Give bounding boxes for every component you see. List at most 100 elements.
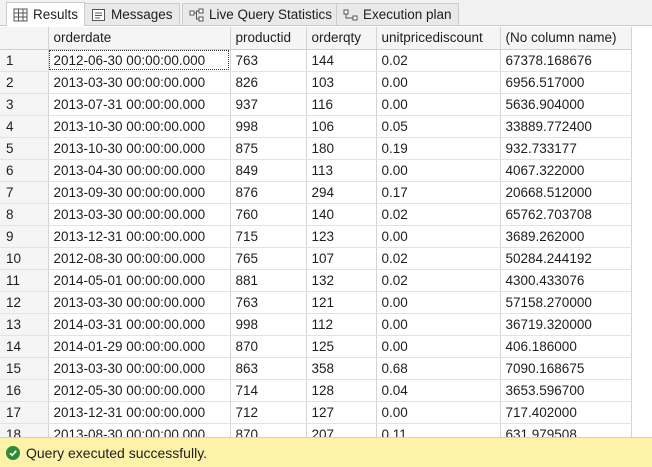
row-number[interactable]: 17 [0, 401, 49, 424]
table-row[interactable]: 6 2013-04-30 00:00:00.000 849 113 0.00 4067.3… [0, 159, 632, 182]
row-number[interactable]: 5 [0, 137, 49, 160]
table-row[interactable]: 2 2013-03-30 00:00:00.000 826 103 0.00 6956.5… [0, 71, 632, 94]
table-cell[interactable]: 2012-05-30 00:00:00.000 [48, 379, 231, 402]
column-header-orderdate[interactable]: orderdate [48, 27, 231, 50]
table-row[interactable]: 12 2013-03-30 00:00:00.000 763 121 0.00 57158… [0, 291, 632, 314]
table-cell[interactable]: 0.00 [376, 401, 501, 424]
row-number[interactable]: 6 [0, 159, 49, 182]
table-row[interactable]: 9 2013-12-31 00:00:00.000 715 123 0.00 3689.2… [0, 225, 632, 248]
table-cell[interactable]: 712 [230, 401, 307, 424]
table-cell[interactable]: 0.00 [376, 93, 501, 116]
table-cell[interactable]: 180 [306, 137, 377, 160]
table-cell[interactable]: 2013-03-30 00:00:00.000 [48, 203, 231, 226]
row-number[interactable]: 11 [0, 269, 49, 292]
table-cell[interactable]: 870 [230, 335, 307, 358]
table-cell[interactable]: 0.17 [376, 181, 501, 204]
tab-results[interactable]: Results [6, 2, 86, 26]
table-cell[interactable]: 2013-10-30 00:00:00.000 [48, 115, 231, 138]
table-cell[interactable]: 2013-03-30 00:00:00.000 [48, 291, 231, 314]
table-cell[interactable]: 631.979508 [500, 423, 632, 437]
table-cell[interactable]: 717.402000 [500, 401, 632, 424]
table-cell[interactable]: 67378.168676 [500, 49, 632, 72]
table-cell[interactable]: 2014-03-31 00:00:00.000 [48, 313, 231, 336]
row-number[interactable]: 16 [0, 379, 49, 402]
table-cell[interactable]: 113 [306, 159, 377, 182]
table-cell[interactable]: 358 [306, 357, 377, 380]
table-cell[interactable]: 0.02 [376, 49, 501, 72]
table-cell[interactable]: 140 [306, 203, 377, 226]
table-cell[interactable]: 2012-06-30 00:00:00.000 [48, 49, 231, 72]
table-cell[interactable]: 0.02 [376, 203, 501, 226]
table-cell[interactable]: 132 [306, 269, 377, 292]
row-number[interactable]: 4 [0, 115, 49, 138]
table-row[interactable]: 16 2012-05-30 00:00:00.000 714 128 0.04 3653.… [0, 379, 632, 402]
row-number[interactable]: 3 [0, 93, 49, 116]
table-cell[interactable]: 50284.244192 [500, 247, 632, 270]
column-header-unitpricediscount[interactable]: unitpricediscount [376, 27, 501, 50]
table-cell[interactable]: 2014-01-29 00:00:00.000 [48, 335, 231, 358]
table-row[interactable]: 14 2014-01-29 00:00:00.000 870 125 0.00 406.1… [0, 335, 632, 358]
table-cell[interactable]: 998 [230, 115, 307, 138]
table-cell[interactable]: 144 [306, 49, 377, 72]
table-cell[interactable]: 875 [230, 137, 307, 160]
table-cell[interactable]: 7090.168675 [500, 357, 632, 380]
table-cell[interactable]: 881 [230, 269, 307, 292]
table-cell[interactable]: 406.186000 [500, 335, 632, 358]
table-cell[interactable]: 715 [230, 225, 307, 248]
table-cell[interactable]: 2013-09-30 00:00:00.000 [48, 181, 231, 204]
table-cell[interactable]: 3653.596700 [500, 379, 632, 402]
table-row[interactable]: 15 2013-03-30 00:00:00.000 863 358 0.68 7090.… [0, 357, 632, 380]
column-header-no-column-name[interactable]: (No column name) [500, 27, 632, 50]
table-cell[interactable]: 33889.772400 [500, 115, 632, 138]
table-cell[interactable]: 107 [306, 247, 377, 270]
table-cell[interactable]: 0.00 [376, 71, 501, 94]
table-cell[interactable]: 125 [306, 335, 377, 358]
table-cell[interactable]: 112 [306, 313, 377, 336]
table-cell[interactable]: 3689.262000 [500, 225, 632, 248]
table-cell[interactable]: 2013-12-31 00:00:00.000 [48, 401, 231, 424]
table-cell[interactable]: 937 [230, 93, 307, 116]
table-cell[interactable]: 65762.703708 [500, 203, 632, 226]
table-cell[interactable]: 876 [230, 181, 307, 204]
table-cell[interactable]: 760 [230, 203, 307, 226]
table-cell[interactable]: 2013-04-30 00:00:00.000 [48, 159, 231, 182]
row-number[interactable]: 14 [0, 335, 49, 358]
table-cell[interactable]: 2012-08-30 00:00:00.000 [48, 247, 231, 270]
table-row[interactable]: 10 2012-08-30 00:00:00.000 765 107 0.02 50284… [0, 247, 632, 270]
table-cell[interactable]: 128 [306, 379, 377, 402]
table-cell[interactable]: 849 [230, 159, 307, 182]
table-cell[interactable]: 4300.433076 [500, 269, 632, 292]
table-cell[interactable]: 0.04 [376, 379, 501, 402]
table-cell[interactable]: 0.02 [376, 269, 501, 292]
column-header-orderqty[interactable]: orderqty [306, 27, 377, 50]
table-cell[interactable]: 2013-03-30 00:00:00.000 [48, 71, 231, 94]
table-cell[interactable]: 2013-08-30 00:00:00.000 [48, 423, 231, 437]
row-number[interactable]: 18 [0, 423, 49, 437]
table-cell[interactable]: 106 [306, 115, 377, 138]
table-row[interactable]: 18 2013-08-30 00:00:00.000 870 207 0.11 631.9… [0, 423, 632, 437]
table-cell[interactable]: 36719.320000 [500, 313, 632, 336]
table-cell[interactable]: 116 [306, 93, 377, 116]
table-cell[interactable]: 103 [306, 71, 377, 94]
table-row[interactable]: 13 2014-03-31 00:00:00.000 998 112 0.00 36719… [0, 313, 632, 336]
table-cell[interactable]: 2013-03-30 00:00:00.000 [48, 357, 231, 380]
tab-messages[interactable]: Messages [84, 3, 180, 25]
table-cell[interactable]: 5636.904000 [500, 93, 632, 116]
table-row[interactable]: 4 2013-10-30 00:00:00.000 998 106 0.05 33889.… [0, 115, 632, 138]
table-cell[interactable]: 863 [230, 357, 307, 380]
table-cell[interactable]: 998 [230, 313, 307, 336]
table-cell[interactable]: 20668.512000 [500, 181, 632, 204]
table-cell[interactable]: 0.00 [376, 313, 501, 336]
column-header-productid[interactable]: productid [230, 27, 307, 50]
select-all-corner[interactable] [0, 27, 49, 50]
results-grid[interactable]: orderdate productid orderqty unitpricedi… [0, 27, 652, 437]
table-cell[interactable]: 0.68 [376, 357, 501, 380]
table-row[interactable]: 5 2013-10-30 00:00:00.000 875 180 0.19 932.73… [0, 137, 632, 160]
table-cell[interactable]: 932.733177 [500, 137, 632, 160]
table-cell[interactable]: 0.00 [376, 291, 501, 314]
tab-live-query-statistics[interactable]: Live Query Statistics [182, 3, 340, 25]
table-cell[interactable]: 127 [306, 401, 377, 424]
table-cell[interactable]: 0.00 [376, 335, 501, 358]
row-number[interactable]: 13 [0, 313, 49, 336]
table-cell[interactable]: 123 [306, 225, 377, 248]
